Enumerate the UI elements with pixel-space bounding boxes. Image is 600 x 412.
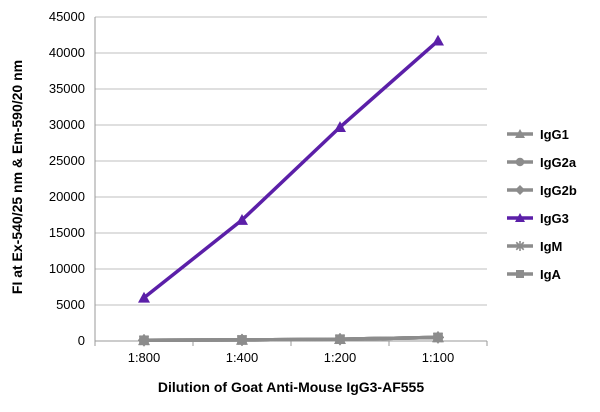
legend-item-igg1: IgG1 [507, 127, 569, 142]
x-axis-ticks: 1:800 1:400 1:200 1:100 [94, 341, 488, 365]
y-tick-label: 40000 [49, 45, 85, 60]
legend-marker-igg3 [515, 213, 525, 222]
series-line-igg3 [142, 39, 440, 300]
data-point-iga [139, 335, 149, 346]
legend-item-igg3: IgG3 [507, 211, 569, 226]
y-tick-label: 20000 [49, 189, 85, 204]
y-axis-ticks: 0 5000 10000 15000 20000 25000 30000 35000 40000… [49, 9, 85, 348]
data-point-igg3 [138, 291, 150, 303]
data-point-iga [433, 332, 443, 343]
y-axis-title: FI at Ex-540/25 nm & Em-590/20 nm [9, 60, 25, 294]
legend-label-iga: IgA [540, 267, 562, 282]
series-iga [139, 332, 443, 346]
data-point-iga [335, 334, 345, 344]
y-tick-label: 35000 [49, 81, 85, 96]
legend: IgG1 IgG2a IgG2b IgG3 IgM IgA [507, 127, 577, 282]
legend-marker-iga [516, 270, 524, 278]
legend-item-igg2a: IgG2a [507, 155, 577, 170]
y-tick-label: 0 [78, 333, 85, 348]
legend-item-igg2b: IgG2b [507, 183, 577, 198]
y-tick-label: 5000 [56, 297, 85, 312]
legend-marker-igg2b [515, 185, 525, 195]
legend-label-igm: IgM [540, 239, 562, 254]
data-point-igg3 [236, 214, 248, 225]
x-tick-label: 1:800 [128, 350, 161, 365]
data-point-igg3 [334, 121, 346, 132]
y-tick-label: 45000 [49, 9, 85, 24]
legend-item-iga: IgA [507, 267, 562, 282]
data-point-igg3 [432, 34, 444, 46]
series-group [138, 34, 444, 347]
y-tick-label: 10000 [49, 261, 85, 276]
series-igg3 [138, 34, 444, 303]
legend-marker-igm [515, 241, 525, 251]
x-tick-label: 1:200 [324, 350, 357, 365]
data-point-iga [237, 335, 247, 345]
legend-marker-igg1 [515, 129, 525, 138]
legend-marker-igg2a [515, 157, 525, 167]
x-tick-label: 1:100 [422, 350, 455, 365]
legend-item-igm: IgM [507, 239, 562, 254]
y-tick-label: 25000 [49, 153, 85, 168]
y-tick-label: 15000 [49, 225, 85, 240]
gridlines [94, 16, 487, 342]
legend-label-igg1: IgG1 [540, 127, 569, 142]
series-line-iga [143, 335, 439, 343]
legend-label-igg2a: IgG2a [540, 155, 577, 170]
y-tick-label: 30000 [49, 117, 85, 132]
legend-label-igg3: IgG3 [540, 211, 569, 226]
x-tick-label: 1:400 [226, 350, 259, 365]
x-axis-title: Dilution of Goat Anti-Mouse IgG3-AF555 [158, 379, 424, 395]
legend-label-igg2b: IgG2b [540, 183, 577, 198]
